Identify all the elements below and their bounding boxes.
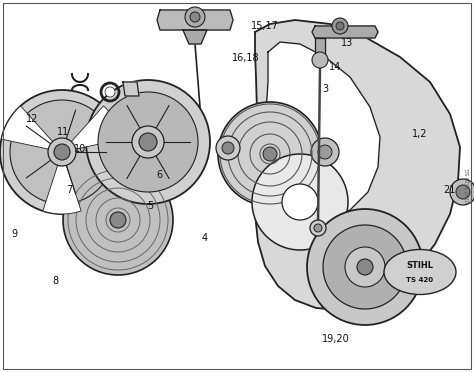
Circle shape (48, 138, 76, 166)
Circle shape (456, 185, 470, 199)
Circle shape (0, 90, 124, 214)
Text: 3: 3 (322, 84, 328, 94)
Circle shape (98, 92, 198, 192)
Circle shape (222, 142, 234, 154)
Circle shape (312, 52, 328, 68)
Text: 21: 21 (443, 185, 456, 195)
Polygon shape (183, 30, 207, 44)
Text: 11: 11 (57, 127, 69, 137)
Circle shape (263, 147, 277, 161)
Text: 9: 9 (12, 230, 18, 239)
Circle shape (357, 259, 373, 275)
Circle shape (63, 165, 173, 275)
Circle shape (323, 225, 407, 309)
Polygon shape (157, 10, 233, 30)
Text: 6: 6 (156, 170, 163, 180)
Circle shape (54, 144, 70, 160)
Text: STIHL: STIHL (407, 262, 434, 270)
Text: 16,18: 16,18 (232, 53, 260, 62)
Circle shape (336, 22, 344, 30)
Text: 4: 4 (201, 233, 208, 243)
Text: 1,2: 1,2 (412, 129, 428, 139)
Text: 19,20: 19,20 (322, 334, 350, 343)
Circle shape (310, 220, 326, 236)
Circle shape (139, 133, 157, 151)
Text: 13: 13 (341, 38, 354, 48)
Text: 10: 10 (73, 144, 86, 154)
Circle shape (332, 18, 348, 34)
Circle shape (252, 154, 348, 250)
Circle shape (105, 87, 115, 97)
Circle shape (307, 209, 423, 325)
Polygon shape (315, 38, 325, 60)
Text: 7: 7 (66, 185, 73, 195)
Circle shape (311, 138, 339, 166)
Circle shape (86, 80, 210, 204)
Polygon shape (312, 26, 378, 38)
Text: 14: 14 (329, 62, 342, 72)
Ellipse shape (384, 250, 456, 295)
Text: 5: 5 (147, 202, 153, 211)
Text: 15,17: 15,17 (251, 21, 279, 31)
Circle shape (132, 126, 164, 158)
Text: 0797 T320 SG: 0797 T320 SG (466, 169, 471, 203)
Text: 8: 8 (52, 276, 58, 286)
Circle shape (185, 7, 205, 27)
Text: TS 420: TS 420 (406, 277, 434, 283)
Wedge shape (62, 106, 123, 152)
Polygon shape (255, 20, 460, 310)
Wedge shape (43, 152, 81, 214)
Circle shape (450, 179, 474, 205)
Circle shape (345, 247, 385, 287)
Circle shape (314, 224, 322, 232)
Polygon shape (123, 82, 139, 96)
Circle shape (10, 100, 114, 204)
Polygon shape (260, 42, 380, 222)
Circle shape (282, 184, 318, 220)
Circle shape (218, 102, 322, 206)
Circle shape (190, 12, 200, 22)
Circle shape (318, 145, 332, 159)
Circle shape (216, 136, 240, 160)
Text: 12: 12 (26, 114, 38, 124)
Circle shape (110, 212, 126, 228)
Wedge shape (1, 106, 62, 152)
